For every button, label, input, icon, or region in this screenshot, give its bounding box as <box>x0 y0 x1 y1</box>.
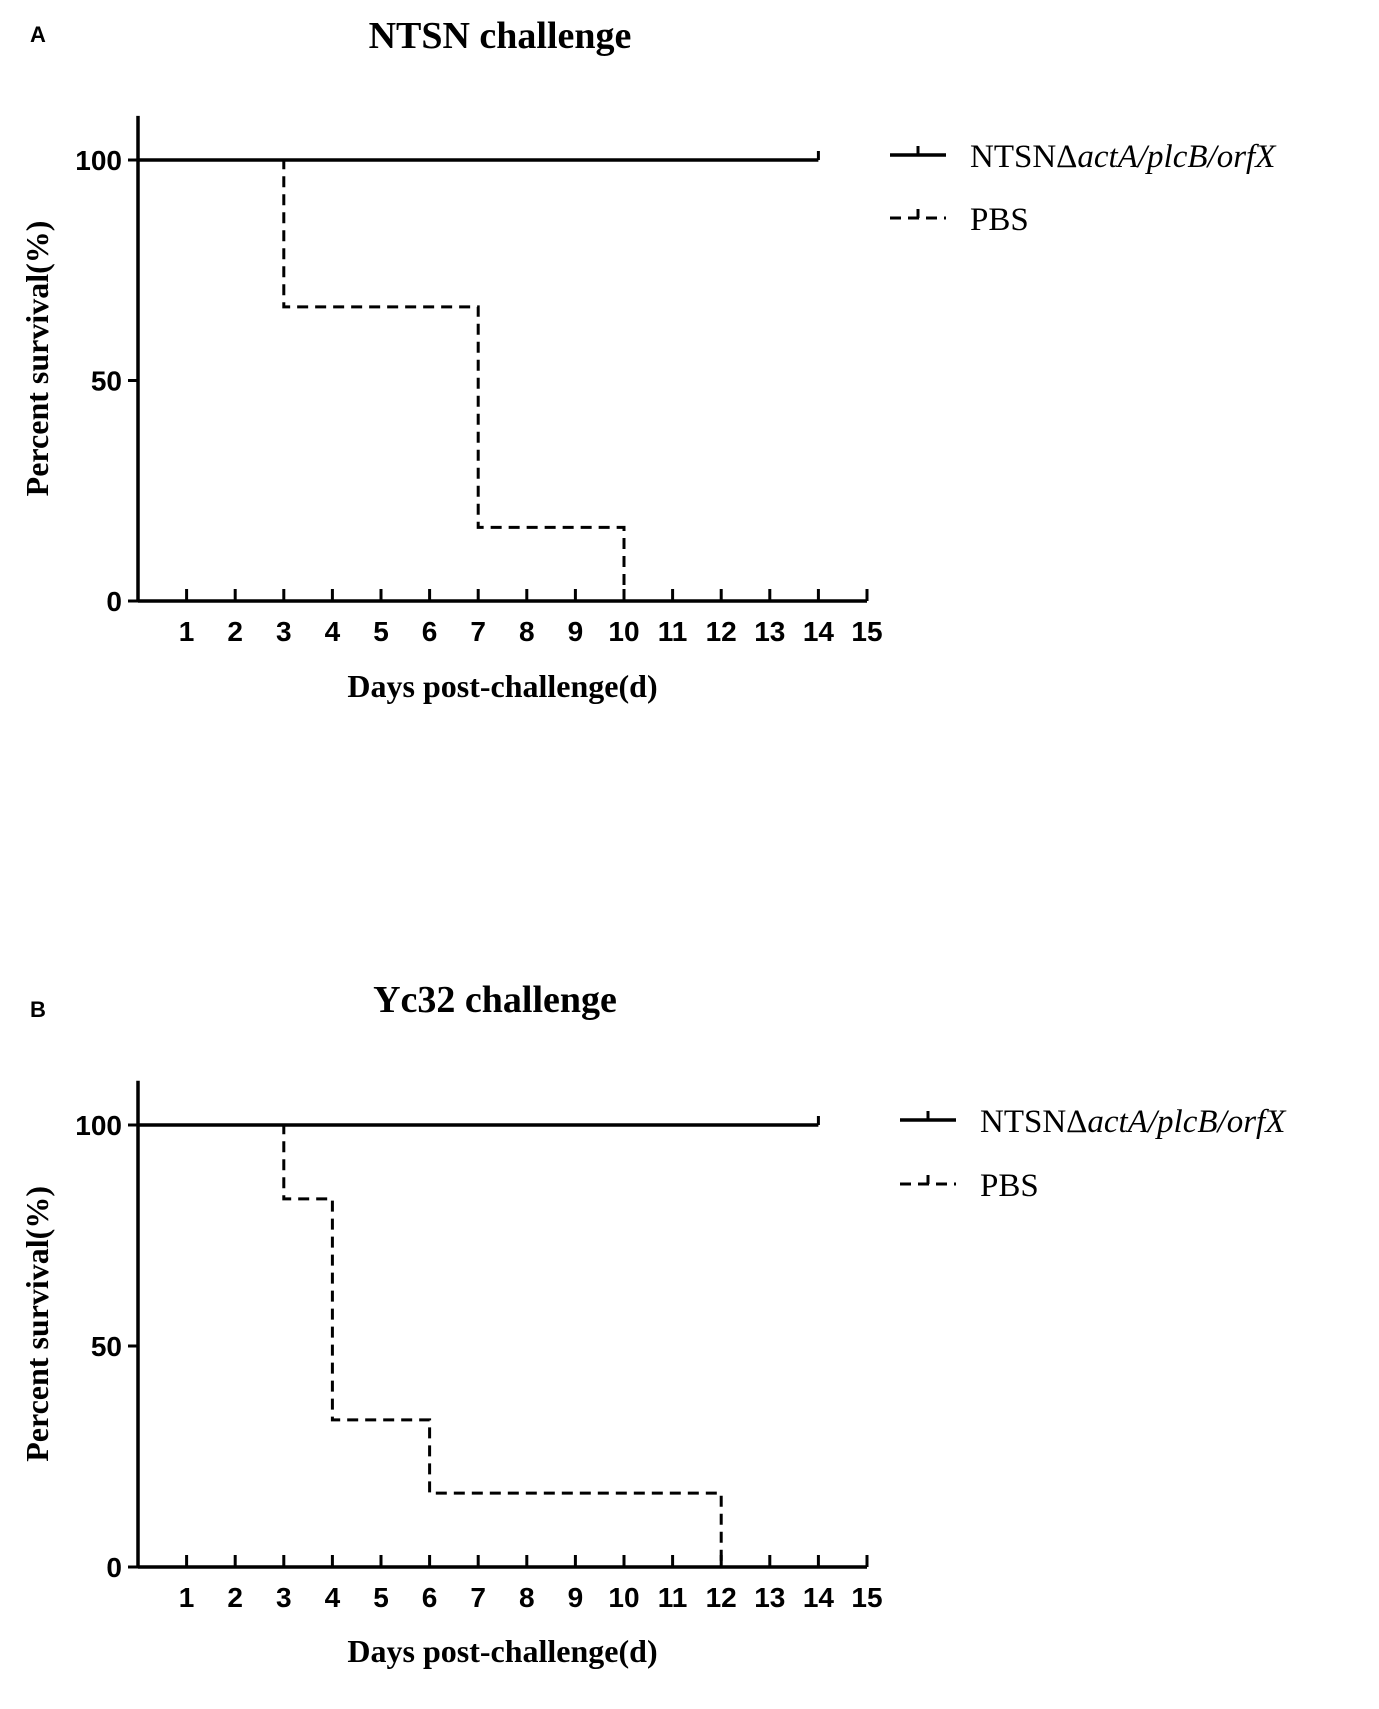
x-tick-label: 3 <box>276 1582 292 1613</box>
legend-label: PBS <box>980 1168 1039 1204</box>
x-axis-label: Days post-challenge(d) <box>347 668 657 704</box>
x-tick-label: 7 <box>470 1582 486 1613</box>
x-tick-label: 4 <box>325 1582 341 1613</box>
legend-item: NTSNΔactA/plcB/orfX <box>900 1104 1287 1140</box>
x-tick-label: 11 <box>658 616 688 647</box>
x-tick-label: 8 <box>519 1582 535 1613</box>
chart-title: Yc32 challenge <box>373 979 617 1021</box>
x-tick-label: 14 <box>803 616 835 647</box>
series-line-pbs <box>138 1123 723 1567</box>
x-tick-label: 14 <box>803 1582 835 1613</box>
x-tick-label: 11 <box>658 1582 688 1613</box>
y-tick-label: 50 <box>91 366 122 397</box>
chart-title: NTSN challenge <box>369 15 632 57</box>
x-tick-label: 13 <box>754 616 785 647</box>
y-tick-label: 50 <box>91 1331 122 1362</box>
x-tick-label: 4 <box>325 616 341 647</box>
legend-label-part: PBS <box>970 202 1029 238</box>
x-tick-label: 9 <box>568 616 584 647</box>
legend-label-part: PBS <box>980 1168 1039 1204</box>
x-tick-label: 10 <box>608 1582 639 1613</box>
x-tick-label: 15 <box>851 1582 882 1613</box>
legend-label: NTSNΔactA/plcB/orfX <box>980 1104 1287 1140</box>
x-tick-label: 2 <box>227 616 243 647</box>
x-tick-label: 5 <box>373 1582 389 1613</box>
x-tick-label: 12 <box>706 616 737 647</box>
panel-letter: A <box>30 22 46 47</box>
series-line-pbs <box>138 158 626 601</box>
x-tick-label: 15 <box>851 616 882 647</box>
panel-letter: B <box>30 997 46 1022</box>
y-axis-label: Percent survival(%) <box>19 221 55 497</box>
legend-label: PBS <box>970 202 1029 238</box>
x-tick-label: 3 <box>276 616 292 647</box>
legend-item: PBS <box>890 202 1029 238</box>
x-tick-label: 13 <box>754 1582 785 1613</box>
legend-label: NTSNΔactA/plcB/orfX <box>970 139 1277 175</box>
y-tick-label: 0 <box>106 1552 122 1583</box>
legend-item: PBS <box>900 1168 1039 1204</box>
y-tick-label: 100 <box>75 1110 122 1141</box>
legend-label-part: actA/plcB/orfX <box>1077 139 1277 175</box>
x-axis-label: Days post-challenge(d) <box>347 1633 657 1669</box>
legend-label-part: NTSNΔ <box>970 139 1077 175</box>
x-tick-label: 1 <box>179 616 195 647</box>
x-tick-label: 5 <box>373 616 389 647</box>
x-tick-label: 8 <box>519 616 535 647</box>
legend-label-part: actA/plcB/orfX <box>1087 1104 1287 1140</box>
x-tick-label: 6 <box>422 1582 438 1613</box>
y-tick-label: 100 <box>75 145 122 176</box>
x-tick-label: 7 <box>470 616 486 647</box>
x-tick-label: 10 <box>608 616 639 647</box>
y-tick-label: 0 <box>106 586 122 617</box>
y-axis-label: Percent survival(%) <box>19 1186 55 1462</box>
x-tick-label: 9 <box>568 1582 584 1613</box>
x-tick-label: 12 <box>706 1582 737 1613</box>
x-tick-label: 6 <box>422 616 438 647</box>
legend-label-part: NTSNΔ <box>980 1104 1087 1140</box>
x-tick-label: 1 <box>179 1582 195 1613</box>
legend-item: NTSNΔactA/plcB/orfX <box>890 139 1277 175</box>
x-tick-label: 2 <box>227 1582 243 1613</box>
